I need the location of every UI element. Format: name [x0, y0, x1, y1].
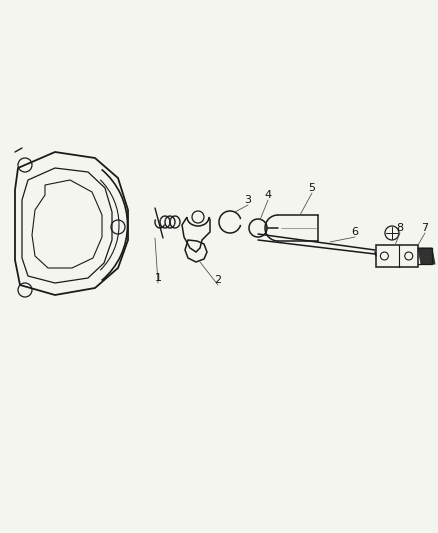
Text: 6: 6 [352, 227, 358, 237]
Text: 7: 7 [421, 223, 428, 233]
Text: 3: 3 [244, 195, 251, 205]
Text: 4: 4 [265, 190, 272, 200]
Text: 8: 8 [396, 223, 403, 233]
Text: 2: 2 [215, 275, 222, 285]
Text: 1: 1 [155, 273, 162, 283]
Text: 5: 5 [308, 183, 315, 193]
